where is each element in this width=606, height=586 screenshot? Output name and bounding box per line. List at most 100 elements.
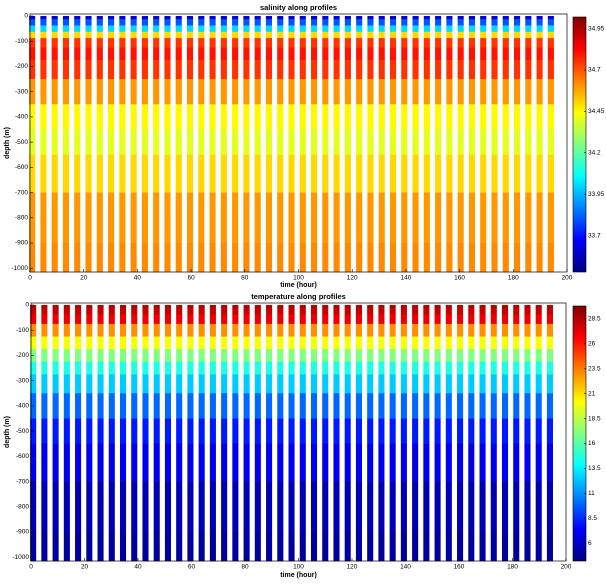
profile-cell (389, 443, 396, 482)
profile-cell (491, 242, 498, 273)
profile-cell (514, 19, 521, 26)
profile-cell (141, 25, 148, 33)
profile-cell (74, 60, 81, 80)
y-tick-label: -300 (15, 88, 28, 95)
profile-cell (164, 154, 171, 193)
profile-cell (446, 242, 453, 273)
profile-cell (445, 336, 452, 350)
profile-cell (243, 336, 250, 350)
profile-cell (479, 393, 486, 419)
profile-cell (288, 418, 295, 445)
profile-cell (546, 481, 553, 533)
profile-cell (333, 60, 340, 80)
profile-cell (310, 374, 318, 394)
profile-cell (221, 314, 228, 325)
profile-cell (378, 361, 385, 375)
profile-cell (142, 393, 149, 419)
profile-cell (401, 129, 408, 156)
profile-cell (524, 393, 531, 419)
profile-cell (355, 443, 362, 482)
profile-cell (153, 531, 160, 562)
profile-cell (547, 192, 554, 244)
colorbar-tick-label: 13.5 (588, 465, 601, 472)
profile-cell (333, 531, 340, 562)
profile-cell (232, 349, 239, 363)
profile-cell (175, 25, 182, 33)
profile-cell (288, 481, 295, 533)
profile-cell (153, 38, 160, 48)
profile-cell (546, 361, 553, 375)
profile-cell (198, 60, 205, 80)
profile-cell (41, 374, 48, 394)
profile-cell (164, 393, 171, 419)
profile-cell (535, 418, 542, 445)
profile-cell (445, 481, 452, 533)
x-tick-label: 160 (454, 275, 465, 282)
profile-cell (131, 349, 138, 363)
profile-cell (547, 104, 554, 130)
profile-cell (501, 314, 509, 325)
profile-cell (333, 323, 340, 337)
profile-cell (423, 349, 430, 363)
profile-cell (187, 323, 194, 337)
profile-cell (445, 418, 452, 445)
profile-cell (299, 323, 306, 337)
profile-cell (97, 349, 104, 363)
profile-cell (221, 336, 228, 350)
profile-cell (41, 336, 48, 350)
profile-cell (63, 443, 70, 482)
profile-cell (75, 531, 82, 562)
profile-cell (423, 531, 430, 562)
profile-cell (457, 308, 464, 315)
profile-cell (344, 481, 351, 533)
profile-cell (412, 242, 419, 273)
profile-cell (153, 154, 160, 193)
profile-cell (333, 374, 340, 394)
profile-cell (62, 16, 70, 20)
profile-cell (535, 443, 542, 482)
profile-cell (243, 323, 250, 337)
profile-cell (535, 349, 542, 363)
profile-cell (367, 305, 374, 309)
profile-cell (479, 531, 486, 562)
profile-cell (525, 154, 532, 193)
profile-cell (243, 242, 250, 273)
profile-cell (322, 349, 329, 363)
profile-cell (142, 481, 149, 533)
profile-cell (367, 25, 374, 33)
profile-cell (525, 31, 532, 39)
x-tick-label: 100 (293, 275, 304, 282)
profile-cell (176, 336, 183, 350)
profile-cell (299, 47, 306, 61)
colorbar-tick-label: 34.45 (588, 108, 605, 115)
profile-cell (254, 19, 261, 26)
profile-cell (187, 443, 194, 482)
profile-cell (277, 531, 284, 562)
profile-cell (435, 16, 442, 20)
profile-cell (30, 361, 37, 375)
profile-cell (96, 192, 103, 244)
profile-cell (232, 16, 239, 20)
profile-cell (288, 60, 295, 80)
profile-cell (74, 192, 81, 244)
profile-cell (333, 361, 340, 375)
y-tick-label: -900 (15, 240, 28, 247)
profile-cell (52, 481, 59, 533)
profile-cell (51, 38, 58, 48)
profile-cell (75, 305, 82, 309)
profile-cell (412, 38, 419, 48)
x-tick-label: 120 (347, 564, 358, 571)
profile-cell (175, 31, 182, 39)
profile-cell (378, 418, 385, 445)
profile-cell (29, 154, 36, 193)
profile-cell (232, 154, 239, 193)
profile-cell (501, 393, 509, 419)
profile-cell (119, 154, 126, 193)
profile-cell (153, 443, 160, 482)
profile-cell (501, 308, 509, 315)
profile-cell (62, 31, 70, 39)
y-tick-label: -400 (15, 114, 28, 121)
profile-cell (209, 19, 216, 26)
profile-cell (513, 374, 520, 394)
profile-cell (198, 374, 205, 394)
